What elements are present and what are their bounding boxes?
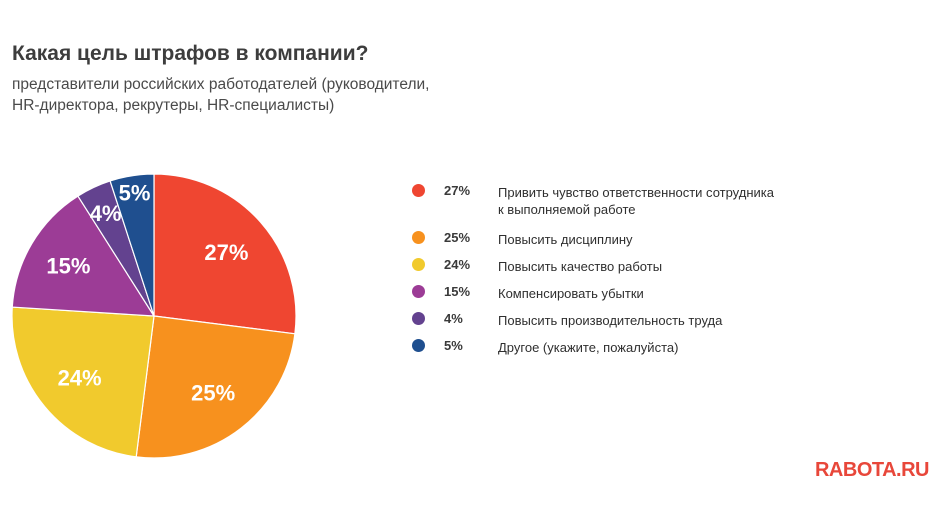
legend-label: Повысить дисциплину [498,232,633,247]
legend-item-productivity: 4% Повысить производительность труда [412,311,774,341]
pie-slice-quality [11,306,155,458]
pie-slice-discipline [135,315,296,459]
pie-slice-responsibility [153,173,297,335]
subtitle-line-1: представители российских работодателей (… [12,76,430,93]
legend-item-other: 5% Другое (укажите, пожалуйста) [412,338,774,368]
legend-item-discipline: 25% Повысить дисциплину [412,230,774,260]
legend-item-quality: 24% Повысить качество работы [412,257,774,287]
chart-title: Какая цель штрафов в компании? [12,42,369,65]
legend-pct: 24% [444,257,471,272]
legend-pct: 4% [444,311,463,326]
rabota-logo: RABOTA.RU [814,459,930,481]
legend-label: Другое (укажите, пожалуйста) [498,340,679,355]
legend-label-line-2: к выполняемой работе [498,202,636,217]
legend-pct: 27% [444,183,471,198]
pie-label-losses: 15% [46,253,90,278]
pie-slice-other [109,173,155,317]
pie-label-discipline: 25% [191,380,235,405]
legend-pct: 5% [444,338,463,353]
legend-item-losses: 15% Компенсировать убытки [412,284,774,314]
pie-slice-losses [11,195,156,317]
legend-label-line-1: Привить чувство ответственности сотрудни… [498,185,774,200]
pie-label-quality: 24% [58,366,102,391]
legend-label: Повысить качество работы [498,259,663,274]
pie-label-productivity: 4% [90,201,122,226]
legend-swatch [412,285,425,298]
chart-subtitle: представители российских работодателей (… [12,74,429,116]
legend-swatch [412,312,425,325]
legend-pct: 25% [444,230,471,245]
legend-label: Повысить производительность труда [498,313,723,328]
legend-swatch [412,231,425,244]
legend-item-responsibility: 27% Привить чувство ответственности сотр… [412,183,774,233]
legend-swatch [412,258,425,271]
pie-label-responsibility: 27% [204,240,248,265]
pie-label-other: 5% [119,181,151,206]
legend-label: Компенсировать убытки [498,286,644,301]
legend-pct: 15% [444,284,471,299]
legend: 27% Привить чувство ответственности сотр… [412,183,774,368]
legend-swatch [412,184,425,197]
subtitle-line-2: HR-директора, рекрутеры, HR-специалисты) [12,97,335,114]
legend-swatch [412,339,425,352]
